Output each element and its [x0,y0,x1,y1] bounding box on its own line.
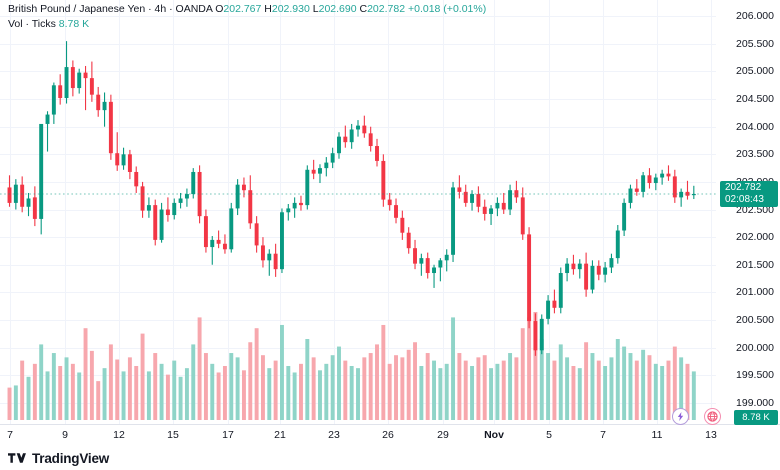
price-axis-label: 202.000 [736,231,774,244]
price-axis-label: 201.000 [736,286,774,299]
legend-high-label: H [264,3,272,15]
time-axis-label: 21 [274,429,286,441]
current-volume-badge: 8.78 K [734,410,778,425]
bar-countdown-value: 02:08:43 [725,193,764,205]
price-axis[interactable]: 206.000 205.500 205.000 204.500 204.000 203.5… [716,0,780,424]
footer-bar: TradingView [0,446,780,470]
time-axis-label: 15 [167,429,179,441]
time-axis-label: 9 [62,429,68,441]
price-axis-label: 205.000 [736,65,774,78]
time-axis-label: 7 [7,429,13,441]
globe-icon[interactable] [704,408,721,425]
current-price-value: 202.782 [725,181,762,193]
time-axis-label: 13 [705,429,717,441]
legend-symbol-text: British Pound / Japanese Yen · 4h · OAND… [8,3,213,15]
lightning-bolt-glyph [677,412,684,421]
price-axis-label: 199.000 [736,396,774,409]
current-volume-value: 8.78 K [742,412,770,423]
legend-volume-label: Vol · Ticks [8,18,56,30]
price-axis-label: 205.500 [736,37,774,50]
legend-low-value: 202.690 [318,3,357,15]
legend-open-label: O [215,3,224,15]
chart-legend: British Pound / Japanese Yen · 4h · OAND… [8,3,486,31]
price-axis-label: 203.500 [736,148,774,161]
time-axis-label: 29 [437,429,449,441]
legend-volume-row[interactable]: Vol · Ticks 8.78 K [8,18,486,31]
time-axis-label: 23 [328,429,340,441]
price-axis-label: 201.500 [736,258,774,271]
legend-low-label: L [312,3,319,15]
candlestick-series [0,41,716,420]
price-axis-label: 200.500 [736,313,774,326]
price-axis-label: 199.500 [736,369,774,382]
price-axis-label: 206.000 [736,10,774,23]
time-axis-label: 7 [600,429,606,441]
time-axis-label: 12 [113,429,125,441]
legend-high-value: 202.930 [271,3,310,15]
tradingview-logo-icon[interactable] [8,452,27,465]
time-axis-label: 5 [546,429,552,441]
chart-plot-area[interactable] [0,0,716,424]
legend-change-value: +0.018 (+0.01%) [407,3,487,15]
legend-open-value: 202.767 [223,3,262,15]
tradingview-brand-text: TradingView [32,450,110,466]
price-axis-label: 204.500 [736,93,774,106]
lightning-icon[interactable] [672,408,689,425]
time-axis[interactable]: 7 9 12 15 17 21 23 26 29 Nov 5 7 11 13 [0,424,780,446]
time-axis-label: 11 [651,429,663,441]
globe-glyph [707,411,718,422]
time-axis-label: Nov [484,429,504,441]
legend-close-value: 202.782 [367,3,406,15]
time-axis-label: 17 [222,429,234,441]
price-axis-label: 200.000 [736,341,774,354]
price-axis-label: 204.000 [736,120,774,133]
legend-symbol-row[interactable]: British Pound / Japanese Yen · 4h · OAND… [8,3,486,16]
legend-volume-value: 8.78 K [58,18,90,30]
current-price-badge: 202.782 02:08:43 [720,180,778,207]
time-axis-label: 26 [382,429,394,441]
legend-close-label: C [359,3,368,15]
